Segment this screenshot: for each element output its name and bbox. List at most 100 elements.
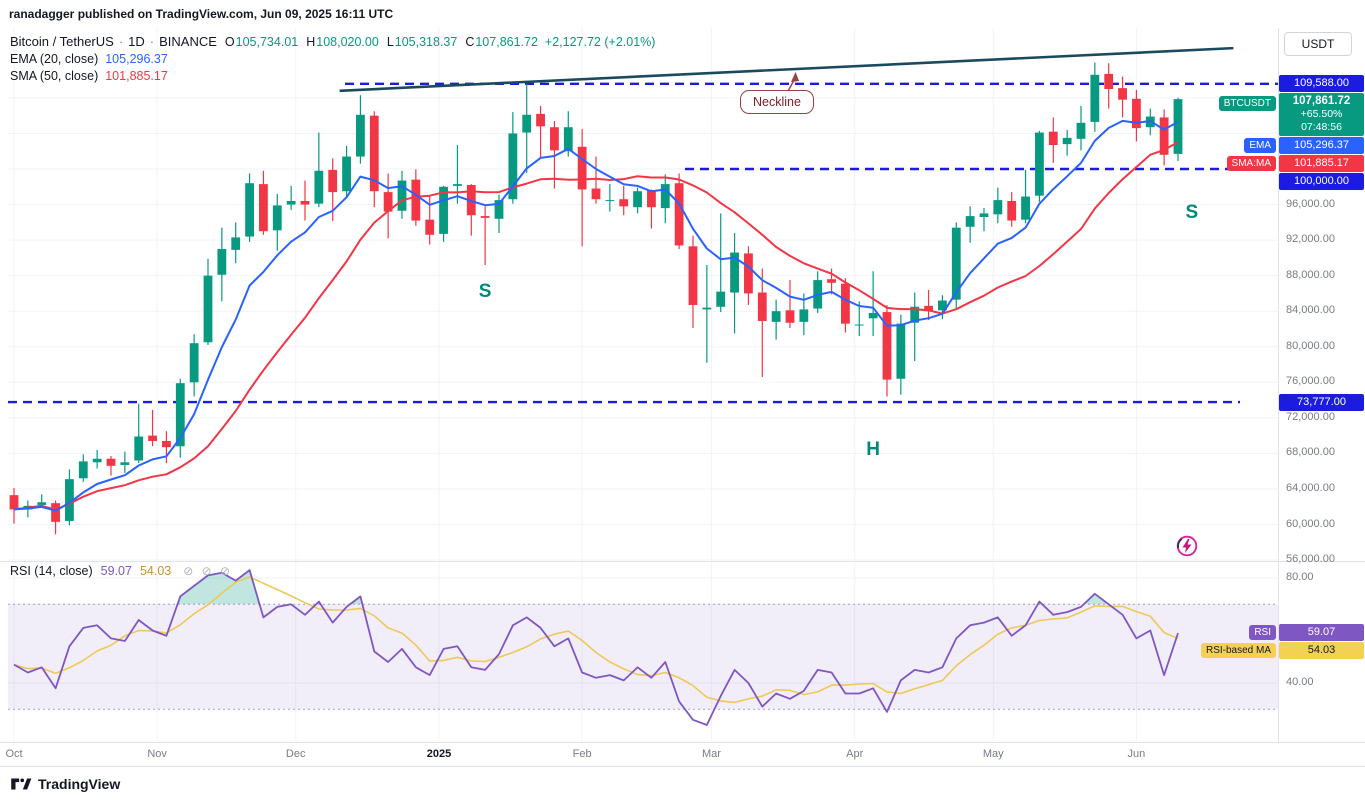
rsi-settings-icon[interactable]: ⊘	[201, 564, 212, 578]
pattern-letter-right-shoulder[interactable]: S	[1186, 202, 1199, 223]
price-axis-label: 96,000.00	[1286, 197, 1335, 210]
candle-body	[411, 179, 421, 221]
candle-body	[203, 275, 213, 343]
tradingview-logo-icon	[11, 778, 32, 790]
price-label-resistance: 109,588.00	[1279, 75, 1364, 93]
candle-body	[425, 219, 435, 235]
price-axis-label: 76,000.00	[1286, 375, 1335, 388]
candle-body	[522, 114, 532, 133]
sma-50-line[interactable]	[13, 141, 1179, 511]
pattern-letter-head[interactable]: H	[866, 439, 880, 460]
time-axis-month-label: 2025	[426, 748, 452, 760]
candle-body	[702, 307, 712, 310]
candle-body	[854, 324, 864, 326]
neckline-callout[interactable]: Neckline	[740, 90, 814, 114]
separator-dot: ·	[118, 34, 124, 49]
candle-body	[1021, 196, 1030, 220]
rsi-more-icon[interactable]: ⊘	[220, 564, 231, 578]
symbol-legend-row[interactable]: Bitcoin / TetherUS · 1D · BINANCE O 105,…	[10, 33, 655, 50]
change-value: +2,127.72 (+2.01%)	[544, 34, 656, 49]
candle-body	[1090, 74, 1100, 122]
separator-dot: ·	[149, 34, 155, 49]
candle-body	[314, 170, 324, 204]
candle-body	[272, 205, 282, 231]
candle-body	[827, 279, 836, 283]
candle-body	[868, 312, 878, 319]
tradingview-wordmark: TradingView	[38, 776, 121, 792]
candle-body	[633, 191, 642, 208]
price-axis-label: 80,000.00	[1286, 339, 1335, 352]
candle-body	[965, 216, 975, 227]
candle-body	[1173, 99, 1183, 154]
symbol-price-tag: BTCUSDT	[1218, 95, 1276, 111]
sma-price-badge: 101,885.17	[1279, 154, 1364, 172]
low-value: 105,318.37	[394, 34, 458, 49]
time-axis[interactable]: Oct Nov Dec 2025 Feb Mar Apr May Jun	[0, 742, 1365, 766]
flash-icon[interactable]	[1176, 535, 1198, 557]
price-axis-label: 64,000.00	[1286, 481, 1335, 494]
pane-divider	[1279, 561, 1365, 562]
rsi-hide-icon[interactable]: ⊘	[183, 564, 194, 578]
price-axis-label: 60,000.00	[1286, 517, 1335, 530]
rsi-axis-label: 80.00	[1286, 571, 1314, 583]
tradingview-logo[interactable]: TradingView	[10, 774, 120, 794]
candle-body	[245, 183, 254, 237]
bottom-toolbar: TradingView	[0, 766, 1365, 801]
pattern-letter-left-shoulder[interactable]: S	[479, 281, 492, 302]
candle-body	[397, 180, 407, 211]
rsi-legend[interactable]: RSI (14, close) 59.07 54.03 ⊘ ⊘ ⊘	[10, 564, 235, 578]
candle-body	[619, 199, 629, 207]
open-value: 105,734.01	[235, 34, 299, 49]
ema-legend-row[interactable]: EMA (20, close) 105,296.37	[10, 50, 655, 67]
usdt-currency-button[interactable]: USDT	[1284, 32, 1352, 56]
neckline-arrow-head	[791, 72, 800, 83]
sma-tag: SMA:MA	[1226, 155, 1276, 171]
interval-label[interactable]: 1D	[128, 34, 145, 49]
neckline-trendline[interactable]	[339, 46, 1234, 93]
exchange-label[interactable]: BINANCE	[159, 34, 217, 49]
price-axis-label: 72,000.00	[1286, 410, 1335, 423]
candle-body	[356, 114, 365, 157]
sma-label[interactable]: SMA (50, close)	[10, 68, 99, 83]
price-axis-label: 88,000.00	[1286, 268, 1335, 281]
candle-body	[9, 495, 19, 510]
symbol-name[interactable]: Bitcoin / TetherUS	[10, 34, 114, 49]
time-axis-month-label: Dec	[285, 748, 306, 760]
candle-body	[508, 133, 518, 200]
rsi-line[interactable]	[13, 569, 1179, 726]
candle-body	[536, 113, 545, 127]
candle-body	[1132, 98, 1141, 129]
last-price: 107,861.72	[1292, 94, 1351, 107]
rsi-value: 59.07	[100, 564, 132, 578]
close-label: C	[465, 34, 475, 49]
rsi-ma-value-badge: 54.03	[1279, 642, 1364, 660]
candle-body	[660, 184, 670, 209]
candle-body	[550, 127, 559, 151]
candle-body	[37, 502, 47, 505]
time-axis-month-label: Nov	[147, 748, 167, 760]
candle-body	[51, 503, 60, 522]
ema-label[interactable]: EMA (20, close)	[10, 51, 99, 66]
candle-body	[674, 183, 684, 246]
candle-body	[231, 237, 241, 250]
ema-value: 105,296.37	[105, 51, 168, 66]
ema-20-line[interactable]	[13, 119, 1179, 512]
price-axis-label: 68,000.00	[1286, 446, 1335, 459]
time-axis-month-label: May	[982, 748, 1004, 760]
ema-price-badge: 105,296.37	[1279, 136, 1364, 154]
candle-body	[106, 458, 116, 466]
time-axis-month-label: Feb	[572, 748, 592, 760]
rsi-label[interactable]: RSI (14, close)	[10, 564, 93, 578]
candle-body	[730, 252, 739, 293]
candle-body	[647, 190, 656, 208]
rsi-ma-line[interactable]	[13, 576, 1179, 704]
sma-legend-row[interactable]: SMA (50, close) 101,885.17	[10, 67, 655, 84]
candle-body	[92, 458, 102, 463]
candle-body	[785, 310, 795, 323]
candle-body	[1048, 131, 1058, 146]
candle-body	[993, 200, 1003, 215]
candle-body	[342, 156, 351, 192]
candle-body	[134, 436, 144, 461]
candle-body	[65, 479, 74, 521]
